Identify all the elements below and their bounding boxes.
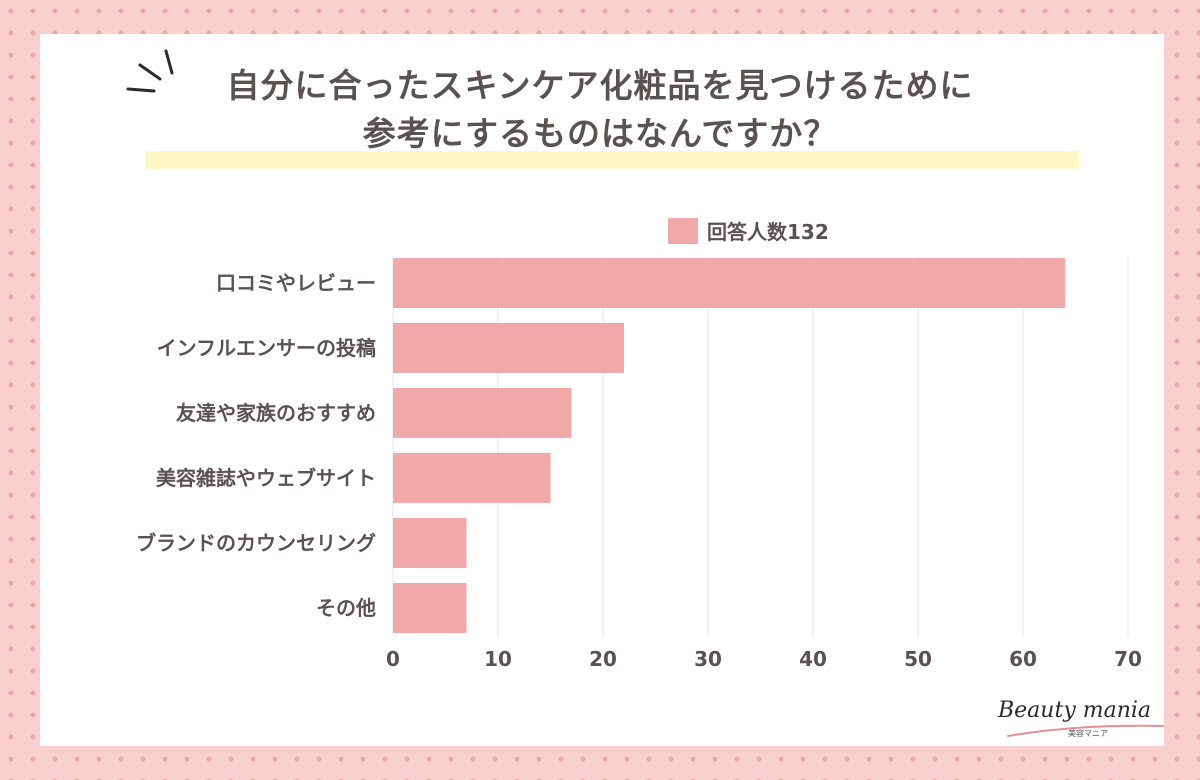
brand-logo: Beauty mania 美容マニア (998, 698, 1168, 748)
x-tick-label: 50 (904, 647, 932, 671)
title-line-2: 参考にするものはなんですか？ (362, 114, 838, 153)
sparkle-decoration-icon (126, 49, 174, 93)
category-label: ブランドのカウンセリング (136, 531, 376, 555)
logo-subtext: 美容マニア (1068, 729, 1108, 738)
legend-swatch (668, 217, 698, 244)
bar (393, 323, 624, 373)
legend-label: 回答人数132 (707, 220, 829, 244)
legend: 回答人数132 (668, 216, 829, 245)
logo-text: Beauty mania (998, 698, 1152, 723)
logo-swash-icon (1007, 724, 1164, 737)
bar (393, 583, 467, 633)
category-label: 口コミやレビュー (216, 271, 376, 295)
category-label: 友達や家族のおすすめ (176, 401, 376, 425)
x-tick-label: 60 (1009, 647, 1037, 671)
chart-title: 自分に合ったスキンケア化粧品を見つけるために 参考にするものはなんですか？ (0, 62, 1200, 158)
category-label: 美容雑誌やウェブサイト (156, 466, 376, 490)
category-label: インフルエンサーの投稿 (157, 336, 376, 360)
title-highlight (145, 151, 1079, 169)
category-label: その他 (316, 596, 376, 620)
x-tick-label: 0 (386, 647, 400, 671)
x-tick-label: 10 (484, 647, 512, 671)
title-line-1: 自分に合ったスキンケア化粧品を見つけるために (226, 66, 974, 105)
bar (393, 453, 551, 503)
bar (393, 518, 467, 568)
x-tick-label: 20 (589, 647, 617, 671)
x-tick-label: 40 (799, 647, 827, 671)
x-tick-label: 30 (694, 647, 722, 671)
bar (393, 388, 572, 438)
bar (393, 258, 1065, 308)
x-tick-label: 70 (1114, 647, 1142, 671)
